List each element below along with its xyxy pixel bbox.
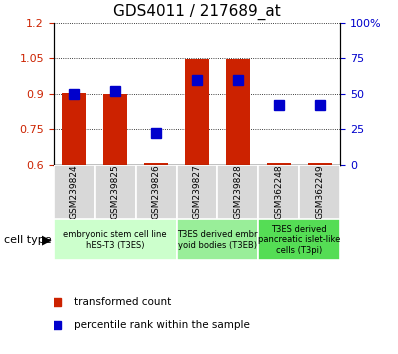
Text: T3ES derived embr
yoid bodies (T3EB): T3ES derived embr yoid bodies (T3EB) [177,230,258,250]
Bar [299,165,340,219]
Bar [258,165,299,219]
Text: GSM239827: GSM239827 [193,165,201,219]
Text: transformed count: transformed count [74,297,171,307]
Text: GSM362249: GSM362249 [315,165,324,219]
Bar [258,219,340,260]
Bar [267,164,291,165]
Text: GSM239826: GSM239826 [152,165,160,219]
Bar [103,94,127,165]
Bar [185,59,209,165]
Text: percentile rank within the sample: percentile rank within the sample [74,320,250,330]
Text: cell type: cell type [4,235,52,245]
Text: ▶: ▶ [42,233,51,246]
Bar [95,165,136,219]
Bar [136,165,177,219]
Bar [217,165,258,219]
Text: GSM239828: GSM239828 [234,165,242,219]
Text: GSM239825: GSM239825 [111,165,120,219]
Text: GSM362248: GSM362248 [274,165,283,219]
Bar [144,164,168,165]
Bar [177,219,258,260]
Text: GSM239824: GSM239824 [70,165,79,219]
Title: GDS4011 / 217689_at: GDS4011 / 217689_at [113,4,281,20]
Bar [54,219,177,260]
Bar [54,165,95,219]
Bar [177,165,217,219]
Bar [308,163,332,165]
Text: embryonic stem cell line
hES-T3 (T3ES): embryonic stem cell line hES-T3 (T3ES) [63,230,167,250]
Bar [62,93,86,165]
Text: T3ES derived
pancreatic islet-like
cells (T3pi): T3ES derived pancreatic islet-like cells… [258,225,341,255]
Bar [226,59,250,165]
